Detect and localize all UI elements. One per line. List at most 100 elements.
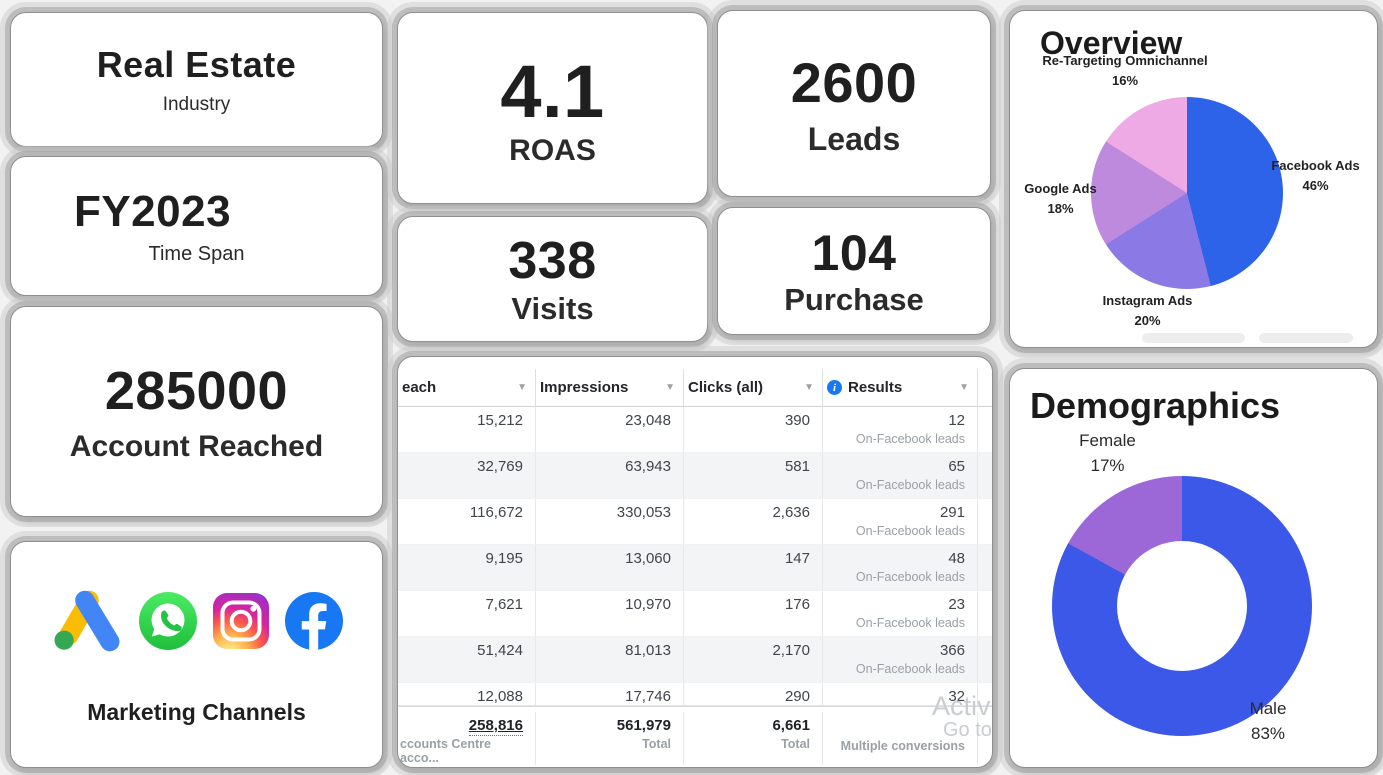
slice-label: Re-Targeting Omnichannel — [1042, 53, 1208, 68]
table-total-row: 258,816 ccounts Centre acco... 561,979 T… — [398, 706, 992, 765]
results-value: 23 — [948, 596, 965, 613]
column-header-label: Impressions — [540, 379, 629, 396]
total-impressions-value: 561,979 — [616, 717, 671, 734]
sort-caret-icon[interactable]: ▼ — [517, 382, 527, 393]
industry-card: Real Estate Industry — [10, 12, 383, 147]
total-sliver-cell — [978, 712, 992, 765]
table-row: 32,769 63,943 581 65 On-Facebook leads — [398, 453, 992, 499]
facebook-icon — [285, 591, 343, 655]
reach-cell: 12,088 — [398, 683, 536, 705]
overview-title: Overview — [1040, 25, 1183, 61]
results-note: On-Facebook leads — [855, 478, 965, 492]
results-value: 366 — [939, 642, 965, 659]
table-row: 12,088 17,746 290 32 — [398, 683, 992, 706]
donut-label-female: Female 17% — [1065, 429, 1150, 478]
impressions-cell: 13,060 — [536, 545, 684, 590]
impressions-cell: 330,053 — [536, 499, 684, 544]
sort-caret-icon[interactable]: ▼ — [665, 382, 675, 393]
results-cell: 48 On-Facebook leads — [823, 545, 978, 590]
marketing-channels-card: Marketing Channels — [10, 541, 383, 768]
ads-table-card: each ▼ Impressions ▼ Clicks (all) ▼ i Re… — [397, 356, 993, 768]
demographics-donut-chart — [1052, 476, 1312, 736]
sort-caret-icon[interactable]: ▼ — [959, 382, 969, 393]
account-reached-label: Account Reached — [69, 429, 324, 463]
visits-kpi-card: 338 Visits — [397, 216, 708, 342]
visits-value: 338 — [508, 232, 597, 290]
ads-table: each ▼ Impressions ▼ Clicks (all) ▼ i Re… — [398, 369, 992, 765]
reach-cell: 32,769 — [398, 453, 536, 498]
clicks-cell: 2,170 — [684, 637, 823, 682]
column-header-clicks[interactable]: Clicks (all) ▼ — [684, 369, 823, 407]
column-header-reach[interactable]: each ▼ — [398, 369, 536, 407]
results-cell: 291 On-Facebook leads — [823, 499, 978, 544]
column-header-label: Clicks (all) — [688, 379, 764, 396]
table-body: 15,212 23,048 390 12 On-Facebook leads 3… — [398, 407, 992, 706]
column-header-results[interactable]: i Results ▼ — [823, 369, 978, 407]
column-header-label: each — [402, 379, 437, 396]
impressions-cell: 23,048 — [536, 407, 684, 452]
demographics-chart-card: Demographics Female 17% Male 83% — [1009, 368, 1378, 768]
total-reach-value: 258,816 — [468, 717, 523, 736]
slice-label: Male — [1249, 699, 1287, 718]
clicks-cell: 2,636 — [684, 499, 823, 544]
purchase-value: 104 — [811, 225, 897, 281]
sliver-cell — [978, 453, 992, 498]
reach-cell: 116,672 — [398, 499, 536, 544]
total-reach-cell: 258,816 ccounts Centre acco... — [398, 712, 536, 765]
results-cell: 23 On-Facebook leads — [823, 591, 978, 636]
reach-cell: 51,424 — [398, 637, 536, 682]
table-row: 116,672 330,053 2,636 291 On-Facebook le… — [398, 499, 992, 545]
roas-label: ROAS — [509, 133, 596, 167]
total-clicks-cell: 6,661 Total — [684, 712, 823, 765]
total-reach-note: ccounts Centre acco... — [400, 737, 491, 765]
pie-label-instagram-ads: Instagram Ads 20% — [1095, 291, 1200, 330]
overview-pie-chart — [1091, 97, 1283, 289]
account-reached-value: 285000 — [104, 360, 289, 421]
impressions-cell: 81,013 — [536, 637, 684, 682]
results-note: On-Facebook leads — [855, 616, 965, 630]
slice-pct: 46% — [1302, 177, 1329, 193]
slice-pct: 16% — [1111, 72, 1139, 88]
table-header-row: each ▼ Impressions ▼ Clicks (all) ▼ i Re… — [398, 369, 992, 407]
pie-label-facebook-ads: Facebook Ads 46% — [1258, 156, 1373, 195]
purchase-label: Purchase — [784, 282, 924, 317]
pie-label-google-ads: Google Ads 18% — [1018, 179, 1103, 218]
sort-caret-icon[interactable]: ▼ — [804, 382, 814, 393]
table-row: 15,212 23,048 390 12 On-Facebook leads — [398, 407, 992, 453]
impressions-cell: 63,943 — [536, 453, 684, 498]
reach-cell: 9,195 — [398, 545, 536, 590]
instagram-icon — [212, 592, 270, 655]
legend-placeholder-bar — [1142, 333, 1245, 343]
total-results-cell: Multiple conversions — [823, 712, 978, 765]
table-row: 9,195 13,060 147 48 On-Facebook leads — [398, 545, 992, 591]
results-note: On-Facebook leads — [855, 432, 965, 446]
results-value: 65 — [948, 458, 965, 475]
results-note: On-Facebook leads — [855, 570, 965, 584]
google-ads-icon — [50, 590, 124, 657]
column-header-sliver — [978, 369, 992, 407]
roas-kpi-card: 4.1 ROAS — [397, 12, 708, 204]
info-icon[interactable]: i — [827, 380, 842, 395]
sliver-cell — [978, 499, 992, 544]
sliver-cell — [978, 637, 992, 682]
timespan-label: Time Span — [148, 242, 245, 265]
slice-label: Female — [1079, 431, 1136, 450]
timespan-card: FY2023 Time Span — [10, 156, 383, 296]
slice-pct: 18% — [1047, 200, 1074, 216]
clicks-cell: 147 — [684, 545, 823, 590]
column-header-impressions[interactable]: Impressions ▼ — [536, 369, 684, 407]
timespan-value: FY2023 — [73, 186, 232, 236]
legend-placeholder-bar — [1259, 333, 1353, 343]
results-cell: 366 On-Facebook leads — [823, 637, 978, 682]
total-impressions-cell: 561,979 Total — [536, 712, 684, 765]
impressions-cell: 10,970 — [536, 591, 684, 636]
table-row: 7,621 10,970 176 23 On-Facebook leads — [398, 591, 992, 637]
results-cell: 65 On-Facebook leads — [823, 453, 978, 498]
total-clicks-note: Total — [781, 737, 810, 751]
sliver-cell — [978, 545, 992, 590]
whatsapp-icon — [139, 591, 197, 655]
leads-label: Leads — [807, 120, 901, 157]
clicks-cell: 581 — [684, 453, 823, 498]
results-note: On-Facebook leads — [855, 524, 965, 538]
